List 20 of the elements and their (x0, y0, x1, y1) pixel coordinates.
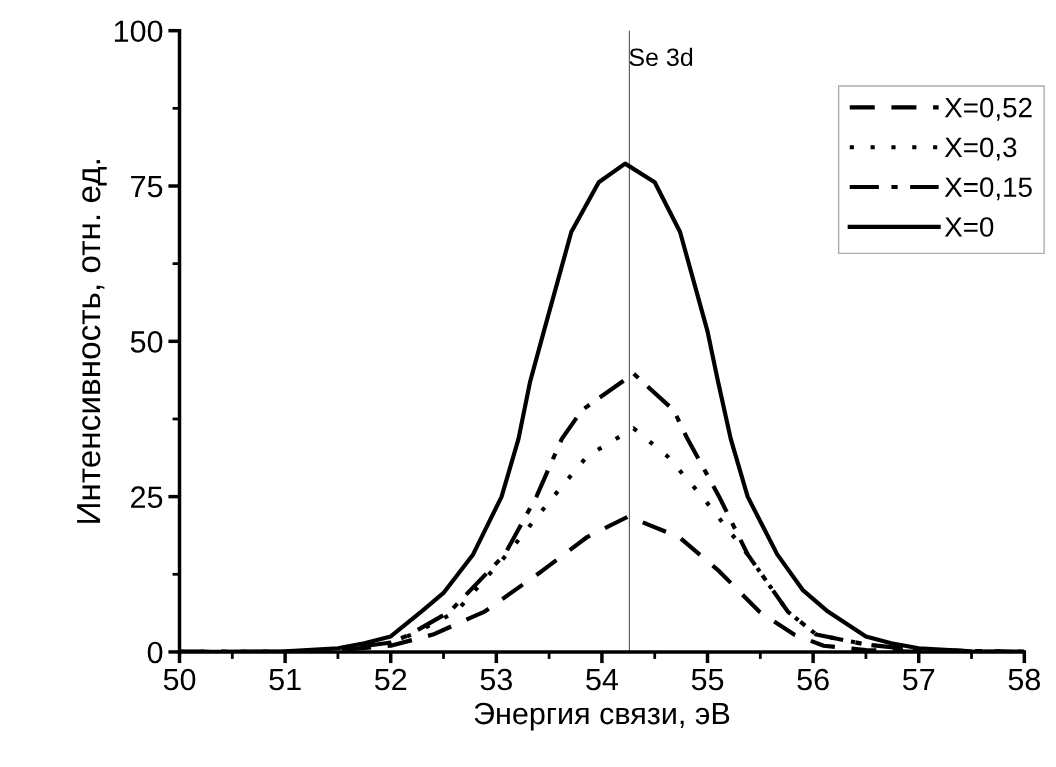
y-tick-label: 0 (147, 641, 163, 664)
x-tick-label: 58 (1008, 668, 1040, 691)
legend-label: X=0,52 (944, 97, 1032, 121)
y-tick-label: 25 (131, 486, 163, 508)
legend-label: X=0 (944, 217, 994, 237)
y-tick-label: 50 (130, 331, 163, 353)
y-tick-label: 100 (114, 20, 163, 43)
x-tick-label: 57 (902, 669, 935, 691)
legend-label: X=0,15 (944, 177, 1032, 201)
x-tick-label: 50 (163, 668, 196, 691)
y-axis-title: Интенсивность, отн. ед. (77, 160, 107, 523)
legend-label: X=0,3 (944, 137, 1017, 161)
x-tick-label: 54 (586, 669, 619, 691)
y-tick-label: 75 (131, 176, 163, 198)
x-axis-title: Энергия связи, эВ (474, 702, 730, 731)
x-tick-label: 56 (797, 668, 829, 691)
x-tick-label: 55 (691, 669, 724, 691)
x-tick-label: 53 (480, 668, 512, 691)
x-tick-label: 52 (374, 668, 407, 691)
x-tick-label: 51 (269, 669, 301, 691)
